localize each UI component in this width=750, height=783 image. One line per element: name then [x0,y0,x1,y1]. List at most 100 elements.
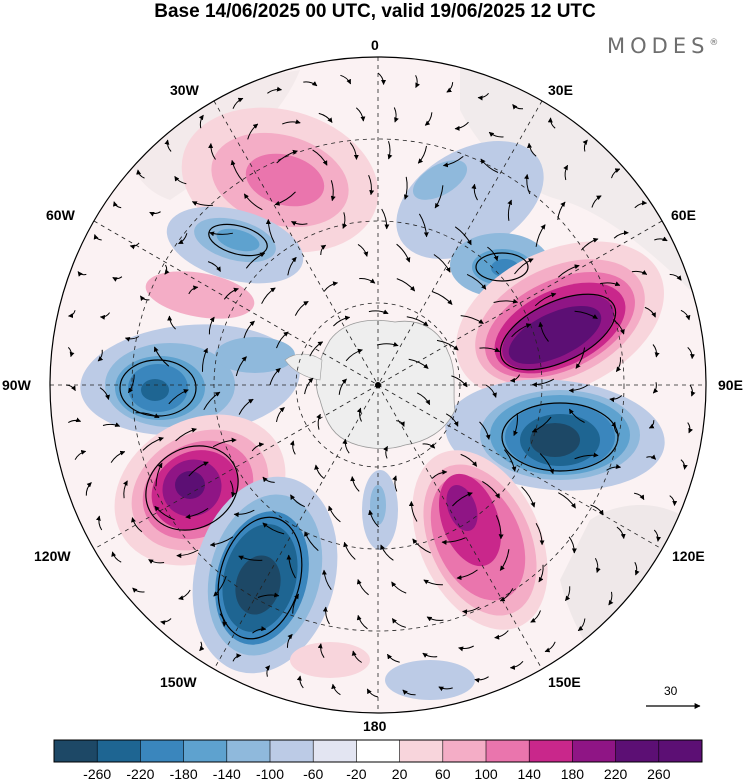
wind-arrow [355,107,366,122]
wind-arrow [511,323,532,338]
wind-arrow [652,382,659,394]
wind-arrow [634,561,640,576]
wind-arrow [164,264,170,275]
wind-arrow [176,549,199,559]
wind-arrow [509,660,524,670]
lon-label-120w: 120W [34,548,71,564]
wind-arrow [652,344,660,358]
wind-arrow [615,357,622,372]
wind-arrow [487,246,499,262]
wind-vectors [65,72,696,698]
wind-arrow [328,505,341,523]
wind-arrow [238,398,254,415]
colorbar-swatch [183,740,228,762]
lon-label-60w: 60W [46,207,75,223]
wind-arrow [131,517,143,533]
wind-arrow [294,300,309,316]
lon-label-30e: 30E [548,82,573,98]
wind-arrow [111,551,122,563]
wind-arrow [359,278,376,284]
wind-arrow [219,613,228,627]
lon-label-60e: 60E [671,207,696,223]
wind-arrow [142,436,164,451]
wind-arrow [276,407,285,422]
wind-arrow [174,175,187,185]
wind-arrow [568,536,577,554]
wind-arrow [442,156,464,168]
colorbar-tick-label: 140 [517,766,541,782]
wind-arrow [153,346,170,367]
wind-arrow [208,143,216,160]
wind-arrow [330,180,336,202]
wind-arrow [267,86,282,94]
wind-arrow [574,310,598,320]
lon-label-30w: 30W [170,82,199,98]
wind-arrow [213,575,227,597]
wind-arrow [274,191,296,206]
wind-arrow [568,408,585,423]
wind-arrow [340,74,352,85]
wind-arrow [482,480,500,499]
wind-arrow [406,316,429,327]
wind-arrow [139,295,150,302]
wind-arrow [265,219,275,243]
wind-arrow [654,236,668,242]
wind-arrow [680,309,691,321]
wind-arrow [351,650,362,663]
wind-arrow [412,538,431,554]
wind-arrow [318,112,333,123]
wind-arrow [396,420,405,427]
wind-arrow [611,168,621,179]
wind-arrow [167,315,176,330]
wind-arrow [201,347,208,372]
wind-arrow [396,278,416,292]
wind-arrow [296,675,304,689]
wind-arrow [574,452,599,460]
wind-arrow [454,121,469,131]
wind-arrow [188,285,199,295]
wind-arrow [99,312,111,320]
colorbar-swatch [529,740,573,762]
wind-arrow [417,145,427,164]
wind-arrow [535,522,545,546]
wind-arrow [431,469,448,479]
colorbar-tick-label: 260 [647,766,671,782]
wind-arrow [577,618,586,632]
wind-arrow [287,256,297,276]
wind-arrow [531,378,555,388]
wind-arrow [422,652,438,658]
wind-arrow [423,579,443,586]
wind-arrow [426,616,444,622]
wind-arrow [613,230,629,239]
wind-arrow [680,459,688,470]
wind-arrow [286,554,296,579]
wind-arrow [386,653,400,663]
wind-arrow [631,269,648,275]
wind-arrow [408,358,429,369]
wind-arrow [431,291,453,305]
colorbar [53,739,703,763]
wind-arrow [356,579,369,596]
map-disc [50,57,706,713]
wind-arrow [557,201,566,221]
wind-arrow [331,683,341,696]
wind-arrow [350,476,360,492]
wind-arrow [653,529,662,542]
wind-arrow [291,221,308,226]
wind-arrow [333,315,351,327]
wind-arrow [349,142,359,160]
wind-arrow [232,97,244,109]
wind-arrow [534,292,557,307]
wind-arrow [343,541,356,560]
wind-arrow [471,183,478,201]
wind-arrow [264,665,271,677]
wind-arrow [396,243,411,263]
wind-arrow [563,164,569,181]
colorbar-tick-label: -140 [212,766,241,782]
colorbar-swatch [313,740,357,762]
wind-arrow [383,445,388,459]
colorbar-tick-label: -20 [346,766,367,782]
wind-arrow [323,281,338,292]
wind-arrow [320,244,327,256]
map-title: Base 14/06/2025 00 UTC, valid 19/06/2025… [154,1,596,22]
